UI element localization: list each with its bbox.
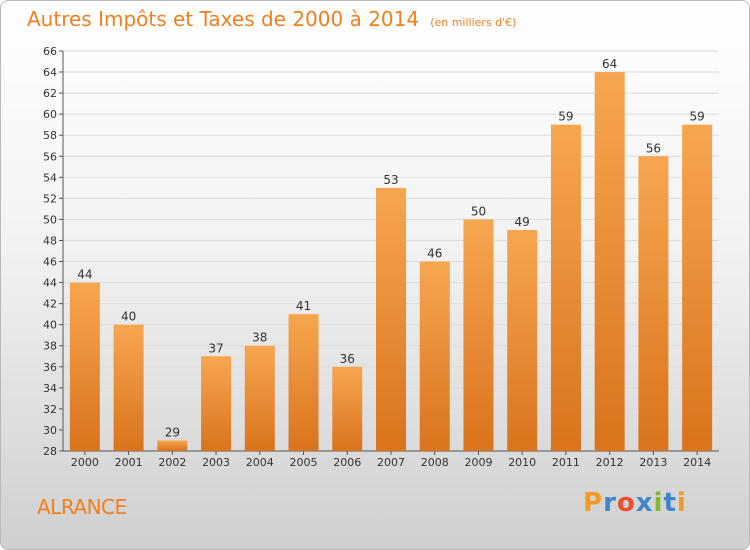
logo-letter: o bbox=[616, 488, 636, 518]
x-tick-label: 2000 bbox=[71, 456, 99, 469]
value-label: 46 bbox=[427, 247, 442, 261]
x-tick-label: 2003 bbox=[202, 456, 230, 469]
bar-2007 bbox=[376, 187, 406, 451]
value-label: 53 bbox=[383, 173, 398, 187]
chart-title: Autres Impôts et Taxes de 2000 à 2014 bbox=[27, 7, 420, 31]
bar-2003 bbox=[201, 356, 232, 451]
bar-2013 bbox=[638, 156, 669, 451]
logo-letter: r bbox=[603, 488, 617, 518]
logo-letter: t bbox=[663, 488, 677, 518]
value-label: 64 bbox=[602, 57, 617, 71]
bar-2001 bbox=[113, 324, 144, 451]
y-tick-label: 58 bbox=[43, 129, 57, 142]
x-tick-label: 2007 bbox=[377, 456, 405, 469]
y-tick-label: 48 bbox=[43, 234, 57, 247]
x-tick-label: 2011 bbox=[552, 456, 580, 469]
y-tick-label: 54 bbox=[43, 171, 57, 184]
bars bbox=[69, 72, 713, 452]
y-tick-label: 40 bbox=[43, 319, 57, 332]
logo-letter: i bbox=[653, 488, 664, 518]
bar-2011 bbox=[550, 124, 581, 452]
y-tick-label: 60 bbox=[43, 108, 57, 121]
y-tick-label: 34 bbox=[43, 382, 57, 395]
value-label: 41 bbox=[296, 299, 311, 313]
x-tick-label: 2010 bbox=[508, 456, 536, 469]
logo-letter: i bbox=[676, 488, 687, 518]
y-tick-label: 56 bbox=[43, 150, 57, 163]
x-tick-label: 2001 bbox=[115, 456, 143, 469]
logo-letter: x bbox=[635, 488, 654, 518]
x-tick-label: 2014 bbox=[683, 456, 711, 469]
chart-header: Autres Impôts et Taxes de 2000 à 2014 (e… bbox=[27, 7, 516, 31]
bar-2008 bbox=[419, 261, 450, 451]
y-tick-label: 36 bbox=[43, 361, 57, 374]
y-tick-label: 38 bbox=[43, 340, 57, 353]
y-tick-labels: 28 30 32 34 36 38 40 42 44 46 48 50 52 54 56 58 60 62 64 66 bbox=[43, 45, 57, 458]
y-tick-label: 50 bbox=[43, 213, 57, 226]
value-label: 29 bbox=[165, 425, 180, 439]
bar-2004 bbox=[244, 345, 275, 451]
x-tick-label: 2008 bbox=[421, 456, 449, 469]
value-label: 38 bbox=[252, 331, 267, 345]
x-tick-label: 2004 bbox=[246, 456, 274, 469]
x-tick-label: 2006 bbox=[333, 456, 361, 469]
value-label: 36 bbox=[340, 352, 355, 366]
bar-2000 bbox=[69, 282, 100, 451]
x-tick-labels: 2000 2001 2002 2003 2004 2005 2006 2007 2008 2009… bbox=[71, 451, 711, 469]
y-tick-label: 42 bbox=[43, 298, 57, 311]
x-tick-label: 2009 bbox=[464, 456, 492, 469]
bar-2010 bbox=[507, 229, 538, 451]
logo-letter: P bbox=[583, 488, 604, 518]
y-tick-label: 66 bbox=[43, 45, 57, 58]
value-label: 44 bbox=[77, 268, 92, 282]
value-label: 59 bbox=[689, 110, 704, 124]
bar-2014 bbox=[682, 124, 713, 452]
value-label: 50 bbox=[471, 204, 486, 218]
x-tick-label: 2012 bbox=[596, 456, 624, 469]
value-label: 56 bbox=[646, 141, 661, 155]
commune-name: ALRANCE bbox=[37, 495, 127, 519]
x-tick-label: 2013 bbox=[639, 456, 667, 469]
y-tick-label: 62 bbox=[43, 87, 57, 100]
y-tick-label: 46 bbox=[43, 256, 57, 269]
y-tick-label: 52 bbox=[43, 192, 57, 205]
bar-2012 bbox=[594, 72, 625, 451]
value-label: 59 bbox=[558, 110, 573, 124]
y-tick-label: 64 bbox=[43, 66, 57, 79]
bar-2009 bbox=[463, 219, 494, 451]
x-tick-label: 2005 bbox=[290, 456, 318, 469]
chart-subtitle: (en milliers d'€) bbox=[430, 16, 517, 29]
bar-2002 bbox=[157, 440, 188, 451]
y-tick-label: 28 bbox=[43, 445, 57, 458]
value-label: 37 bbox=[208, 341, 223, 355]
value-label: 49 bbox=[515, 215, 530, 229]
y-tick-label: 30 bbox=[43, 424, 57, 437]
x-tick-label: 2002 bbox=[158, 456, 186, 469]
proxiti-logo[interactable]: Proxiti bbox=[583, 488, 687, 518]
value-label: 40 bbox=[121, 310, 136, 324]
y-tick-label: 44 bbox=[43, 277, 57, 290]
value-labels: 44 40 29 37 38 41 36 53 46 50 49 59 64 56 59 bbox=[77, 57, 705, 439]
bar-2005 bbox=[288, 314, 319, 451]
bar-2006 bbox=[332, 366, 363, 451]
y-tick-label: 32 bbox=[43, 403, 57, 416]
